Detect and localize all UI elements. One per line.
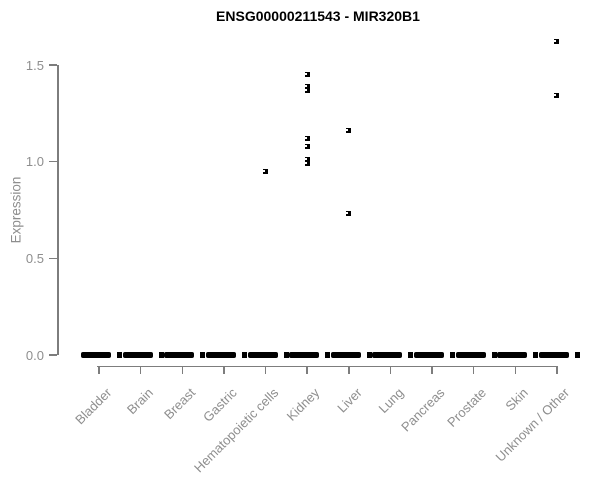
zero-cluster-bar xyxy=(164,352,195,358)
zero-cluster-dot xyxy=(325,352,331,358)
zero-cluster-dot xyxy=(241,352,247,358)
zero-cluster-bar xyxy=(538,352,569,358)
x-axis-tick xyxy=(348,365,350,374)
data-point xyxy=(346,211,352,217)
data-point xyxy=(304,157,310,163)
x-tick-label: Prostate xyxy=(444,385,490,430)
zero-cluster-bar xyxy=(497,352,528,358)
zero-cluster-dot xyxy=(366,352,372,358)
x-axis-tick xyxy=(389,365,392,374)
y-tick-label: 0.0 xyxy=(25,347,44,363)
y-tick-label: 1.0 xyxy=(25,154,44,170)
x-axis-tick xyxy=(431,365,433,374)
x-axis-tick xyxy=(139,365,142,374)
y-axis-line xyxy=(57,65,59,355)
data-point xyxy=(346,128,352,134)
x-axis-tick xyxy=(556,365,558,374)
x-axis-tick xyxy=(306,365,308,374)
y-tick-label: 0.5 xyxy=(25,250,44,266)
zero-cluster-dot xyxy=(117,352,122,358)
x-tick-label: Gastric xyxy=(199,385,240,425)
x-tick-label: Bladder xyxy=(72,385,115,428)
zero-cluster-bar xyxy=(414,352,445,358)
x-axis-tick xyxy=(514,365,517,374)
zero-cluster-bar xyxy=(289,352,320,358)
data-point xyxy=(304,161,310,167)
zero-cluster-dot xyxy=(408,352,414,358)
data-point xyxy=(304,135,310,141)
data-point xyxy=(554,39,560,45)
zero-cluster-bar xyxy=(372,352,403,358)
zero-cluster-dot xyxy=(491,352,497,358)
zero-cluster-bar xyxy=(247,352,278,358)
y-axis-tick xyxy=(49,257,57,260)
x-axis-tick xyxy=(98,365,100,374)
data-point xyxy=(304,72,310,78)
zero-cluster-dot xyxy=(283,352,289,358)
data-point xyxy=(304,87,310,93)
data-point xyxy=(304,143,310,149)
data-point xyxy=(554,93,560,99)
zero-cluster-dot xyxy=(533,352,539,358)
zero-cluster-bar xyxy=(122,352,153,358)
zero-cluster-dot xyxy=(574,352,580,358)
x-tick-label: Unknown / Other xyxy=(493,385,573,465)
x-tick-label: Skin xyxy=(502,385,531,414)
y-tick-label: 1.5 xyxy=(25,57,44,73)
zero-cluster-dot xyxy=(158,352,164,358)
zero-cluster-dot xyxy=(450,352,456,358)
chart-title: ENSG00000211543 - MIR320B1 xyxy=(216,8,420,24)
y-axis-tick xyxy=(49,160,57,163)
x-tick-label: Brain xyxy=(124,385,157,418)
x-tick-label: Pancreas xyxy=(398,385,448,435)
y-axis-tick xyxy=(49,354,57,356)
x-tick-label: Liver xyxy=(333,385,365,416)
y-axis-tick xyxy=(49,64,57,66)
x-axis-tick xyxy=(181,365,184,374)
x-axis-tick xyxy=(264,365,267,374)
data-point xyxy=(304,83,310,89)
x-axis-tick xyxy=(223,365,225,374)
zero-cluster-bar xyxy=(455,352,486,358)
x-axis-tick xyxy=(472,365,475,374)
zero-cluster-bar xyxy=(330,352,361,358)
data-point xyxy=(263,168,269,174)
x-tick-label: Breast xyxy=(160,385,198,423)
zero-cluster-dot xyxy=(200,352,206,358)
zero-cluster-bar xyxy=(205,352,236,358)
x-tick-label: Lung xyxy=(375,385,407,417)
x-tick-label: Kidney xyxy=(284,385,323,424)
x-axis-line xyxy=(97,365,558,367)
zero-cluster-bar xyxy=(81,352,111,358)
